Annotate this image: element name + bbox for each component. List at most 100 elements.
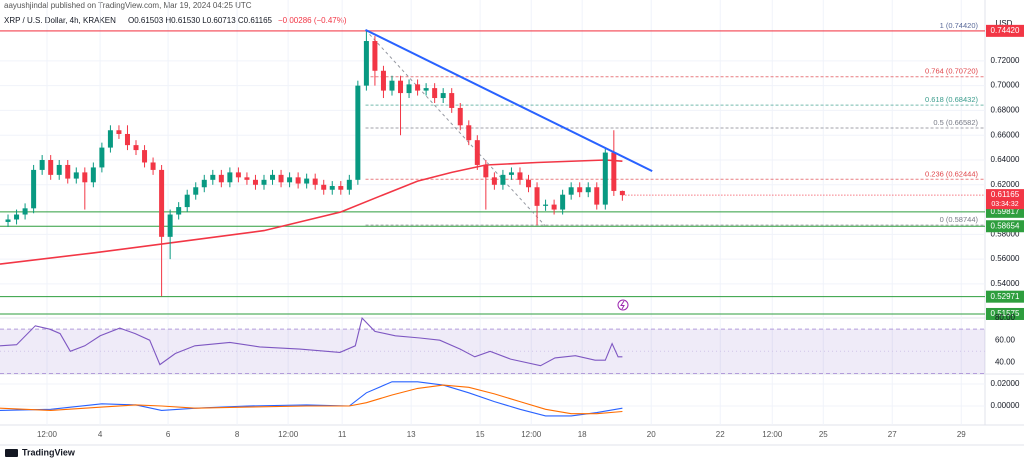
level-label: 0.74420 (991, 26, 1020, 35)
y-tick-label: 0.62000 (991, 180, 1020, 189)
candle-body (5, 219, 11, 222)
y-tick-label: 0.72000 (991, 56, 1020, 65)
x-tick-label: 12:00 (278, 430, 299, 439)
indicator-line (0, 316, 623, 367)
candle-body (534, 187, 540, 206)
candle-body (159, 169, 165, 237)
last-price-box (986, 189, 1024, 210)
currency: USD (996, 19, 1013, 28)
level-label: 0.52971 (991, 292, 1020, 301)
candle-body (244, 177, 250, 180)
candle-body (99, 147, 105, 168)
event-icon-bolt (620, 300, 625, 310)
publisher: aayushjindal published on TradingView.co… (4, 1, 252, 10)
candle-body (568, 187, 574, 195)
level-label: 0.51575 (991, 309, 1020, 318)
candle-body (227, 172, 233, 183)
level-label-box (986, 24, 1024, 37)
candle-body (90, 167, 96, 183)
candle-body (363, 41, 369, 86)
fib-trend-path (365, 29, 546, 227)
candle-body (48, 159, 54, 175)
candle-body (124, 133, 130, 146)
candle-body (150, 162, 156, 170)
event-icon[interactable] (617, 299, 629, 311)
x-tick-label: 13 (407, 430, 416, 439)
fib-label: 0.236 (0.62444) (925, 169, 978, 178)
candle-body (176, 207, 182, 215)
candle-body (389, 80, 395, 91)
y-tick-label: 0.00000 (991, 401, 1020, 410)
candle-body (543, 204, 549, 206)
candle-body (611, 152, 617, 191)
x-tick-label: 12:00 (521, 430, 542, 439)
y-tick-label: 0.02000 (991, 379, 1020, 388)
candle-body (210, 174, 216, 180)
x-tick-label: 12:00 (37, 430, 58, 439)
y-tick-label: 0.66000 (991, 130, 1020, 139)
y-tick-label: 0.58000 (991, 229, 1020, 238)
candle-body (304, 178, 310, 184)
ohlc: O0.61503 H0.61530 L0.60713 C0.61165 (128, 16, 273, 25)
x-tick-label: 6 (166, 430, 171, 439)
candle-body (22, 208, 28, 215)
candle-body (56, 164, 62, 175)
candle-body (321, 184, 327, 190)
candle-body (142, 150, 148, 163)
candle-body (483, 164, 489, 178)
candle-body (585, 187, 591, 193)
x-tick-label: 18 (578, 430, 587, 439)
y-tick-label: 0.56000 (991, 254, 1020, 263)
candle-body (193, 187, 199, 195)
candle-body (329, 186, 335, 190)
candle-body (31, 169, 37, 209)
y-tick-label: 40.00 (995, 357, 1016, 366)
candle-body (508, 172, 514, 175)
candle-body (500, 174, 506, 185)
x-tick-label: 29 (957, 430, 966, 439)
candle-body (440, 93, 446, 99)
level-label-box (986, 307, 1024, 320)
indicator-line (0, 384, 623, 415)
last-price-label: 0.61165 (991, 190, 1020, 199)
x-tick-label: 25 (819, 430, 828, 439)
candle-body (287, 177, 293, 183)
y-tick-label: 80.00 (995, 313, 1016, 322)
x-tick-label: 12:00 (762, 430, 783, 439)
fib-label: 1 (0.74420) (940, 21, 979, 30)
candle-body (619, 190, 625, 196)
candle-body (107, 130, 113, 148)
candle-body (278, 174, 284, 183)
y-tick-label: 0.68000 (991, 106, 1020, 115)
candle-body (380, 70, 386, 91)
countdown: 03:34:32 (991, 201, 1018, 208)
fib-label: 0 (0.58744) (940, 215, 979, 224)
x-tick-label: 20 (647, 430, 656, 439)
candle-body (551, 204, 557, 210)
candle-body (82, 172, 88, 183)
candle-body (295, 177, 301, 184)
moving-average (0, 159, 623, 265)
candle-body (466, 125, 472, 141)
candle-body (594, 187, 600, 205)
candle-body (602, 152, 608, 205)
candle-body (398, 80, 404, 94)
candle-body (526, 179, 532, 188)
x-tick-label: 15 (476, 430, 485, 439)
candle-body (73, 172, 79, 179)
fib-label: 0.5 (0.66582) (933, 118, 978, 127)
symbol: XRP / U.S. Dollar, 4h, KRAKEN (4, 16, 116, 25)
candle-body (39, 159, 45, 170)
x-tick-label: 4 (98, 430, 103, 439)
candle-body (261, 179, 267, 185)
candle-body (167, 214, 173, 237)
candle-body (474, 140, 480, 165)
trendline (365, 29, 653, 172)
level-label: 0.58654 (991, 221, 1020, 230)
candle-body (577, 187, 583, 193)
candle-body (65, 164, 71, 179)
change: −0.00286 (−0.47%) (278, 16, 347, 25)
candle-body (457, 107, 463, 126)
candle-body (491, 177, 497, 185)
